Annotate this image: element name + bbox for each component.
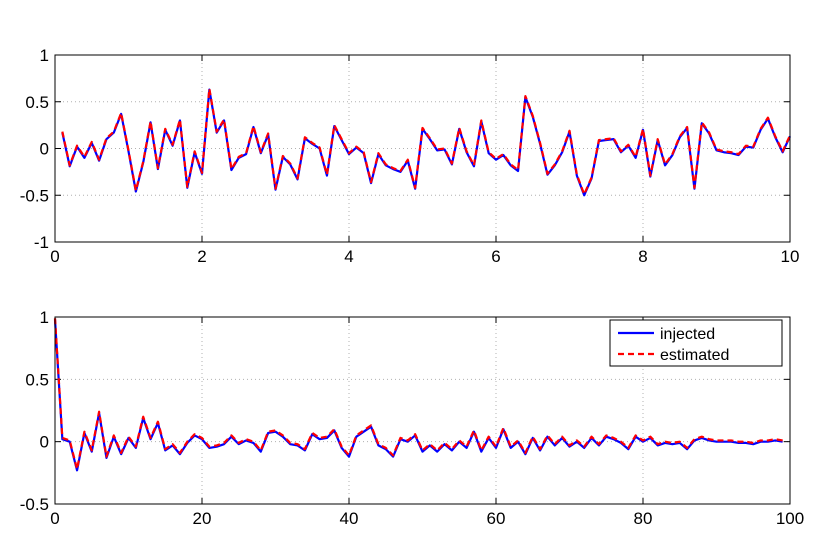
legend-label-injected: injected	[660, 326, 715, 343]
series-line-estimated	[53, 318, 783, 471]
x-tick-label: 10	[781, 247, 800, 266]
series-line-estimated	[61, 87, 791, 196]
x-tick-label: 6	[491, 247, 500, 266]
x-tick-label: 60	[487, 509, 506, 528]
y-tick-label: -0.5	[20, 186, 49, 205]
y-tick-label: -1	[34, 233, 49, 252]
axes-frame	[54, 316, 791, 505]
y-tick-label: 0	[40, 140, 49, 159]
x-tick-label: 0	[50, 247, 59, 266]
x-tick-label: 2	[197, 247, 206, 266]
x-tick-label: 20	[193, 509, 212, 528]
y-tick-label: 1	[40, 308, 49, 327]
x-tick-label: 100	[776, 509, 804, 528]
legend-box	[609, 319, 783, 367]
y-tick-label: 0.5	[25, 93, 49, 112]
legend-label-estimated: estimated	[660, 347, 729, 364]
x-tick-label: 4	[344, 247, 353, 266]
legend: injected estimated	[609, 319, 783, 367]
x-tick-label: 8	[638, 247, 647, 266]
y-tick-label: 0	[40, 433, 49, 452]
top-axes: 0 2 4 6 8 10 -1 -0.5 0 0.5 1	[20, 46, 800, 266]
x-tick-label: 0	[50, 509, 59, 528]
y-tick-label: 0.5	[25, 370, 49, 389]
x-tick-label: 40	[340, 509, 359, 528]
x-tick-label: 80	[634, 509, 653, 528]
y-tick-label: -0.5	[20, 495, 49, 514]
axes-frame	[54, 54, 791, 243]
y-tick-label: 1	[40, 46, 49, 65]
